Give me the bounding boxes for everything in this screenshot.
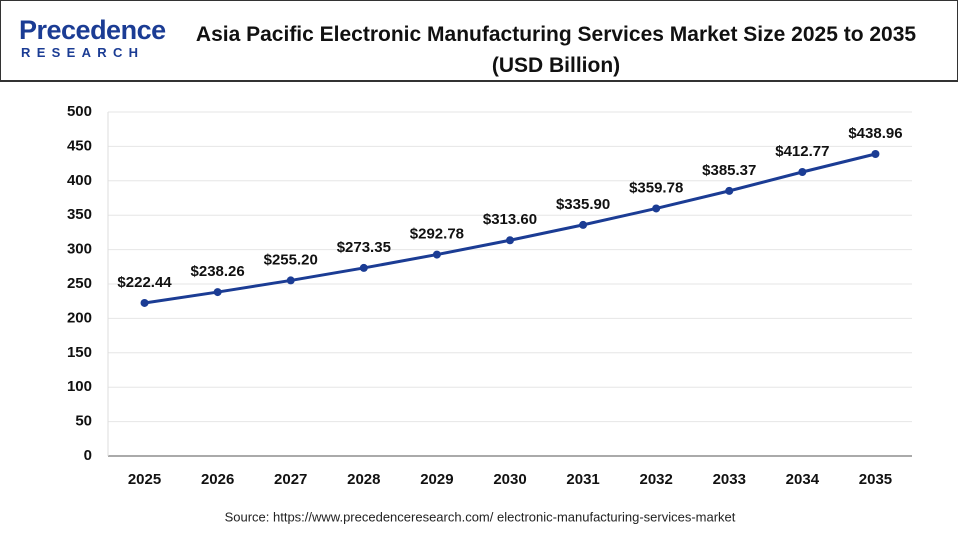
value-label: $438.96	[848, 125, 902, 142]
marker	[213, 288, 222, 297]
source: Source: https://www.precedenceresearch.c…	[225, 509, 736, 524]
value-label: $335.90	[556, 196, 610, 213]
marker	[432, 250, 441, 259]
value-label: $412.77	[775, 143, 829, 160]
x-tick-label: 2029	[420, 471, 453, 488]
x-tick-label: 2035	[859, 471, 892, 488]
value-label: $385.37	[702, 162, 756, 179]
x-tick-label: 2026	[201, 471, 234, 488]
x-tick-label: 2025	[128, 471, 161, 488]
marker	[506, 236, 514, 245]
logo-brand: Precedence	[19, 15, 166, 45]
marker	[140, 298, 149, 307]
value-label: $222.44	[117, 274, 172, 291]
value-label: $359.78	[629, 179, 683, 196]
header: Precedence RESEARCH Asia Pacific Electro…	[0, 0, 958, 82]
y-tick-label: 300	[67, 241, 92, 258]
y-tick-label: 100	[67, 378, 92, 395]
marker	[286, 276, 295, 285]
y-tick-label: 450	[67, 137, 92, 154]
marker	[579, 220, 588, 229]
value-label: $292.78	[410, 226, 464, 243]
line	[144, 152, 876, 305]
y-tick-label: 500	[67, 103, 92, 120]
x-tick-label: 2031	[566, 471, 599, 488]
marker	[725, 186, 734, 195]
value-label: $238.26	[191, 263, 245, 280]
x-tick-label: 2028	[347, 471, 380, 488]
value-label: $273.35	[337, 239, 391, 256]
y-tick-label: 150	[67, 344, 92, 361]
marker	[798, 168, 807, 177]
marker	[652, 204, 661, 213]
marker	[359, 263, 368, 272]
x-tick-label: 2027	[274, 471, 307, 488]
logo-tagline: RESEARCH	[21, 45, 145, 60]
y-tick-label: 0	[84, 447, 92, 464]
chart-title: Asia Pacific Electronic Manufacturing Se…	[195, 23, 917, 77]
value-label: $255.20	[264, 251, 318, 268]
x-tick-label: 2030	[493, 471, 526, 488]
x-tick-label: 2033	[713, 471, 746, 488]
y-tick-label: 350	[67, 206, 92, 223]
y-tick-label: 200	[67, 309, 92, 326]
x-tick-label: 2032	[639, 471, 672, 488]
y-tick-label: 50	[75, 413, 92, 430]
y-tick-label: 250	[67, 275, 92, 292]
value-label: $313.60	[483, 211, 537, 228]
x-tick-label: 2034	[786, 471, 820, 488]
marker	[871, 149, 880, 158]
y-tick-label: 400	[67, 172, 92, 189]
